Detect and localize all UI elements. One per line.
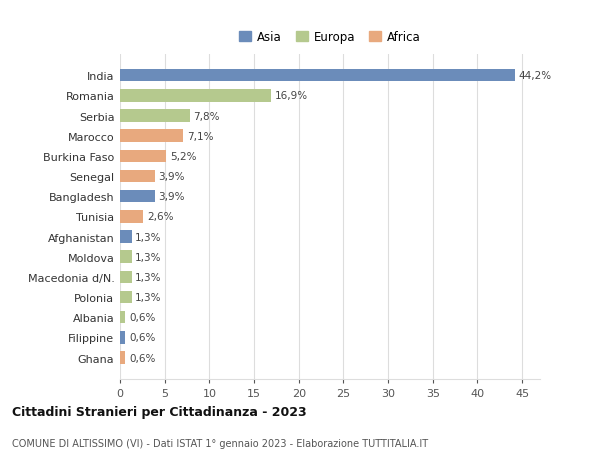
Text: 0,6%: 0,6% — [129, 313, 155, 323]
Text: 2,6%: 2,6% — [147, 212, 173, 222]
Text: COMUNE DI ALTISSIMO (VI) - Dati ISTAT 1° gennaio 2023 - Elaborazione TUTTITALIA.: COMUNE DI ALTISSIMO (VI) - Dati ISTAT 1°… — [12, 438, 428, 448]
Bar — [120, 271, 131, 284]
Legend: Asia, Europa, Africa: Asia, Europa, Africa — [237, 28, 423, 46]
Text: 1,3%: 1,3% — [135, 272, 161, 282]
Text: 1,3%: 1,3% — [135, 252, 161, 262]
Bar — [120, 190, 155, 203]
Text: 1,3%: 1,3% — [135, 232, 161, 242]
Text: 3,9%: 3,9% — [158, 192, 185, 202]
Text: 1,3%: 1,3% — [135, 292, 161, 302]
Bar — [120, 231, 131, 243]
Text: 16,9%: 16,9% — [275, 91, 308, 101]
Bar — [120, 311, 125, 324]
Bar — [120, 90, 271, 102]
Bar — [120, 352, 125, 364]
Text: 0,6%: 0,6% — [129, 333, 155, 342]
Text: 44,2%: 44,2% — [518, 71, 551, 81]
Text: 7,8%: 7,8% — [193, 111, 220, 121]
Bar — [120, 170, 155, 183]
Bar — [120, 331, 125, 344]
Bar — [120, 291, 131, 303]
Text: Cittadini Stranieri per Cittadinanza - 2023: Cittadini Stranieri per Cittadinanza - 2… — [12, 405, 307, 419]
Bar — [120, 150, 166, 163]
Bar — [120, 130, 184, 143]
Text: 7,1%: 7,1% — [187, 131, 214, 141]
Bar — [120, 70, 515, 82]
Text: 0,6%: 0,6% — [129, 353, 155, 363]
Bar — [120, 110, 190, 123]
Text: 3,9%: 3,9% — [158, 172, 185, 182]
Text: 5,2%: 5,2% — [170, 151, 197, 162]
Bar — [120, 211, 143, 223]
Bar — [120, 251, 131, 263]
